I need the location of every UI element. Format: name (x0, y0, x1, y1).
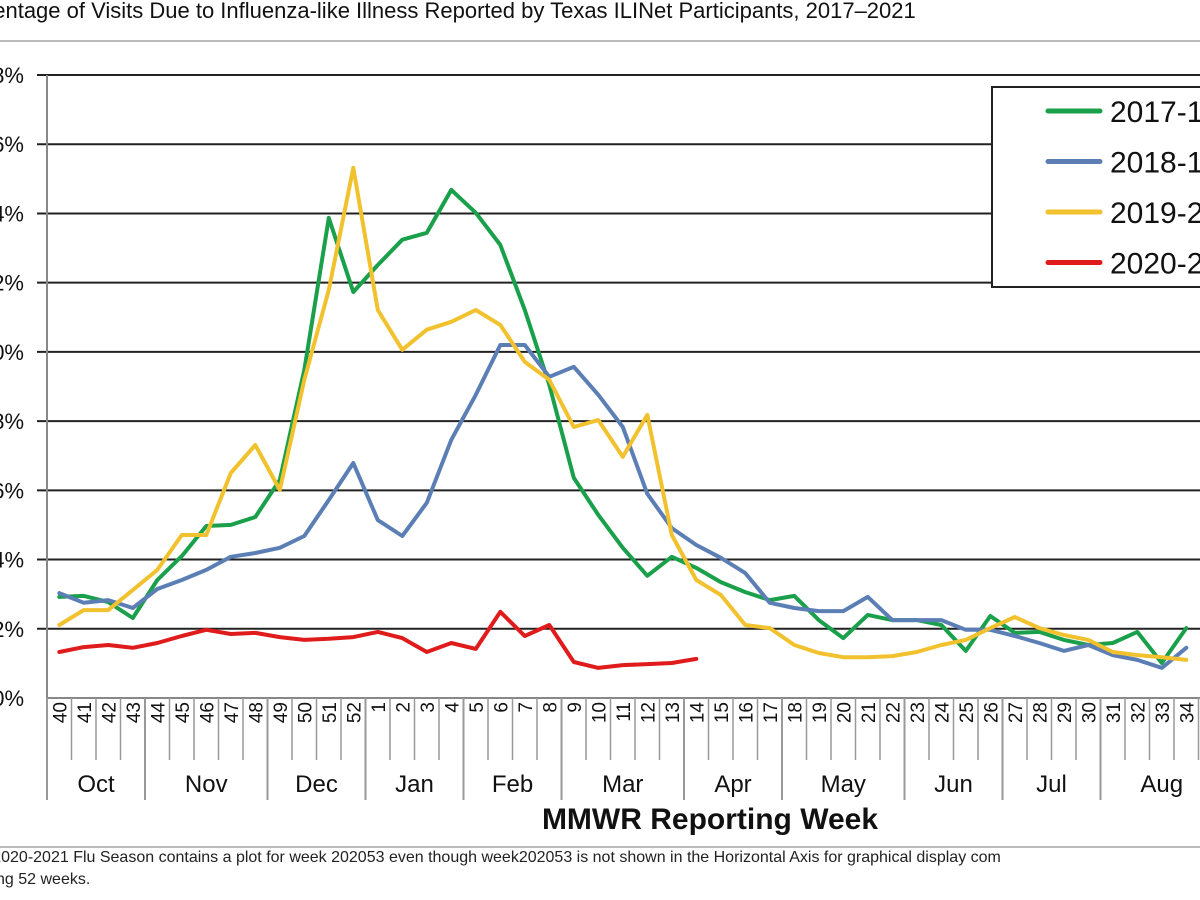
legend-label: 2018-19 (1110, 147, 1200, 180)
x-axis-title: MMWR Reporting Week (541, 803, 879, 836)
series-line-2020-21 (57, 609, 699, 670)
x-tick-label: 45 (173, 702, 194, 723)
legend-box (991, 86, 1200, 288)
month-label: Feb (492, 771, 533, 798)
y-tick-label: 16% (0, 132, 24, 157)
x-tick-label: 32 (1128, 702, 1149, 723)
month-label: Jan (395, 771, 434, 798)
x-tick-label: 49 (271, 702, 292, 723)
x-tick-label: 26 (981, 702, 1002, 723)
x-tick-label: 40 (50, 702, 71, 723)
x-tick-label: 6 (491, 702, 512, 713)
y-tick-label: 18% (0, 63, 24, 88)
month-label: Nov (185, 771, 228, 798)
month-label: Oct (77, 771, 115, 798)
y-tick-label: 8% (0, 409, 24, 434)
footnote-line-1: *2020-2021 Flu Season contains a plot fo… (0, 849, 1001, 866)
legend-label: 2020-21 (1110, 248, 1200, 281)
x-tick-label: 47 (222, 702, 243, 723)
legend-label: 2017-18 (1110, 96, 1200, 129)
x-tick-label: 51 (320, 702, 341, 723)
y-tick-label: 12% (0, 271, 24, 296)
y-tick-label: 2% (0, 617, 24, 642)
x-tick-label: 28 (1030, 702, 1051, 723)
x-tick-label: 11 (614, 702, 635, 722)
y-tick-label: 10% (0, 340, 24, 365)
x-tick-label: 52 (344, 702, 365, 723)
x-tick-label: 23 (908, 702, 929, 723)
x-tick-label: 20 (834, 702, 855, 723)
x-tick-label: 22 (883, 702, 904, 723)
x-tick-label: 24 (932, 702, 953, 724)
x-tick-label: 5 (467, 702, 488, 713)
x-tick-label: 16 (736, 702, 757, 723)
x-tick-label: 12 (638, 702, 659, 723)
x-tick-label: 3 (418, 702, 439, 713)
month-label: Jun (934, 771, 973, 798)
x-tick-label: 27 (1006, 702, 1027, 723)
x-tick-label: 43 (124, 702, 145, 723)
month-label: Mar (602, 771, 643, 798)
x-tick-label: 9 (565, 702, 586, 713)
chart-title: Percentage of Visits Due to Influenza-li… (0, 0, 916, 23)
month-label: Aug (1140, 771, 1183, 798)
x-tick-label: 33 (1153, 702, 1174, 723)
x-tick-label: 42 (99, 702, 120, 723)
series-line-2017-18 (57, 187, 1189, 665)
x-tick-label: 10 (589, 702, 610, 723)
x-tick-label: 30 (1079, 702, 1100, 723)
x-tick-label: 4 (442, 702, 463, 713)
legend-label: 2019-20 (1110, 197, 1200, 230)
x-tick-label: 34 (1177, 702, 1198, 724)
x-tick-label: 21 (859, 702, 880, 723)
month-label: Jul (1036, 771, 1067, 798)
y-tick-label: 6% (0, 478, 24, 503)
y-tick-label: 4% (0, 548, 24, 573)
x-tick-label: 44 (148, 702, 169, 724)
footnote-line-2: ng 52 weeks. (0, 871, 91, 888)
x-tick-label: 19 (810, 702, 831, 723)
x-tick-label: 13 (663, 702, 684, 723)
x-tick-label: 46 (197, 702, 218, 723)
x-tick-label: 50 (295, 702, 316, 723)
series-line-2019-20 (57, 165, 1189, 662)
y-tick-label: 14% (0, 201, 24, 226)
x-tick-label: 25 (957, 702, 978, 723)
series-line-2018-19 (57, 343, 1189, 670)
x-tick-label: 18 (785, 702, 806, 723)
x-tick-label: 31 (1104, 702, 1125, 723)
x-tick-label: 2 (393, 702, 414, 713)
month-label: Apr (714, 771, 751, 798)
x-tick-label: 17 (761, 702, 782, 723)
month-label: Dec (295, 771, 338, 798)
x-tick-label: 8 (540, 702, 561, 713)
y-tick-label: 0% (0, 686, 24, 711)
x-tick-label: 41 (75, 702, 96, 723)
x-tick-label: 7 (516, 702, 537, 713)
footnote-divider (0, 846, 1200, 848)
x-tick-label: 15 (712, 702, 733, 723)
x-tick-label: 48 (246, 702, 267, 723)
title-divider (0, 40, 1200, 42)
x-tick-label: 14 (687, 702, 708, 724)
x-tick-label: 29 (1055, 702, 1076, 723)
month-label: May (821, 771, 866, 798)
x-tick-label: 1 (369, 702, 390, 713)
